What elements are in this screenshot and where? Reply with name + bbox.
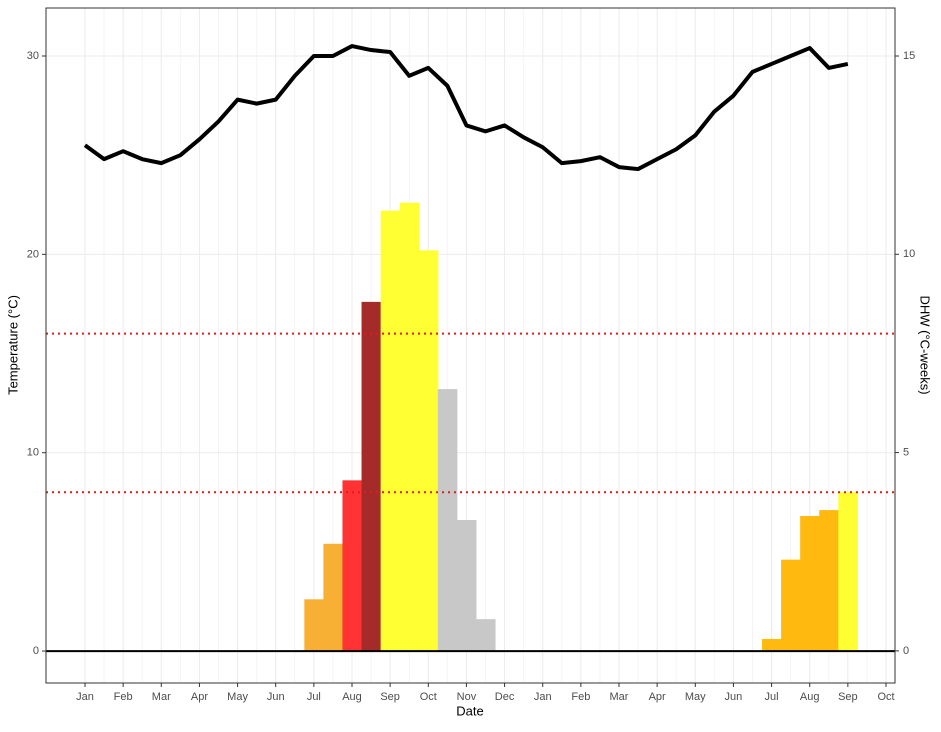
x-tick-label: Jun <box>267 691 285 703</box>
y2-tick-label: 5 <box>903 446 909 458</box>
x-tick-label: Aug <box>342 691 362 703</box>
x-tick-label: May <box>227 691 248 703</box>
panel-border <box>45 7 896 684</box>
y2-tick-label: 10 <box>903 248 915 260</box>
dhw-bar <box>418 250 439 651</box>
dhw-bar <box>456 520 477 651</box>
y-tick-label: 0 <box>33 645 39 657</box>
dhw-bar <box>437 389 458 651</box>
x-tick-label: Jan <box>534 691 552 703</box>
temperature-line <box>83 44 849 172</box>
x-tick-label: Dec <box>495 691 515 703</box>
x-tick-label: Jun <box>725 691 743 703</box>
x-tick-label: May <box>685 691 706 703</box>
dhw-bar <box>819 510 839 651</box>
y-tick-label: 10 <box>27 447 39 459</box>
dhw-bar <box>361 301 382 651</box>
dhw-bar <box>304 599 324 651</box>
x-tick-label: Mar <box>610 691 629 703</box>
y2-tick-label: 0 <box>903 645 909 657</box>
x-tick-label: Jul <box>765 691 779 703</box>
x-tick-label: Feb <box>114 691 133 703</box>
dhw-bar <box>838 492 858 651</box>
dhw-bar <box>380 210 401 651</box>
dhw-bar <box>399 202 420 651</box>
x-tick-label: Feb <box>571 691 590 703</box>
dhw-bar <box>800 516 820 651</box>
x-tick-label: Oct <box>877 691 894 703</box>
y-tick-label: 20 <box>27 248 39 260</box>
x-tick-label: Jan <box>76 691 94 703</box>
dhw-bar <box>781 559 801 651</box>
y2-axis-label: DHW (°C-weeks) <box>918 295 933 394</box>
y-axis-label: Temperature (°C) <box>5 295 20 395</box>
x-tick-label: Oct <box>420 691 437 703</box>
dhw-bar <box>475 619 496 651</box>
dhw-bar <box>323 543 343 651</box>
x-tick-label: Sep <box>838 691 858 703</box>
x-axis-label: Date <box>456 703 483 718</box>
x-tick-label: Apr <box>191 691 208 703</box>
x-tick-label: Mar <box>152 691 171 703</box>
y-tick-label: 30 <box>27 50 39 62</box>
dhw-bar <box>342 480 363 651</box>
x-tick-label: Nov <box>457 691 477 703</box>
x-tick-label: Sep <box>380 691 400 703</box>
x-tick-label: Aug <box>800 691 820 703</box>
dhw-bar <box>762 638 782 651</box>
x-tick-label: Jul <box>307 691 321 703</box>
x-tick-label: Apr <box>649 691 666 703</box>
y2-tick-label: 15 <box>903 50 915 62</box>
